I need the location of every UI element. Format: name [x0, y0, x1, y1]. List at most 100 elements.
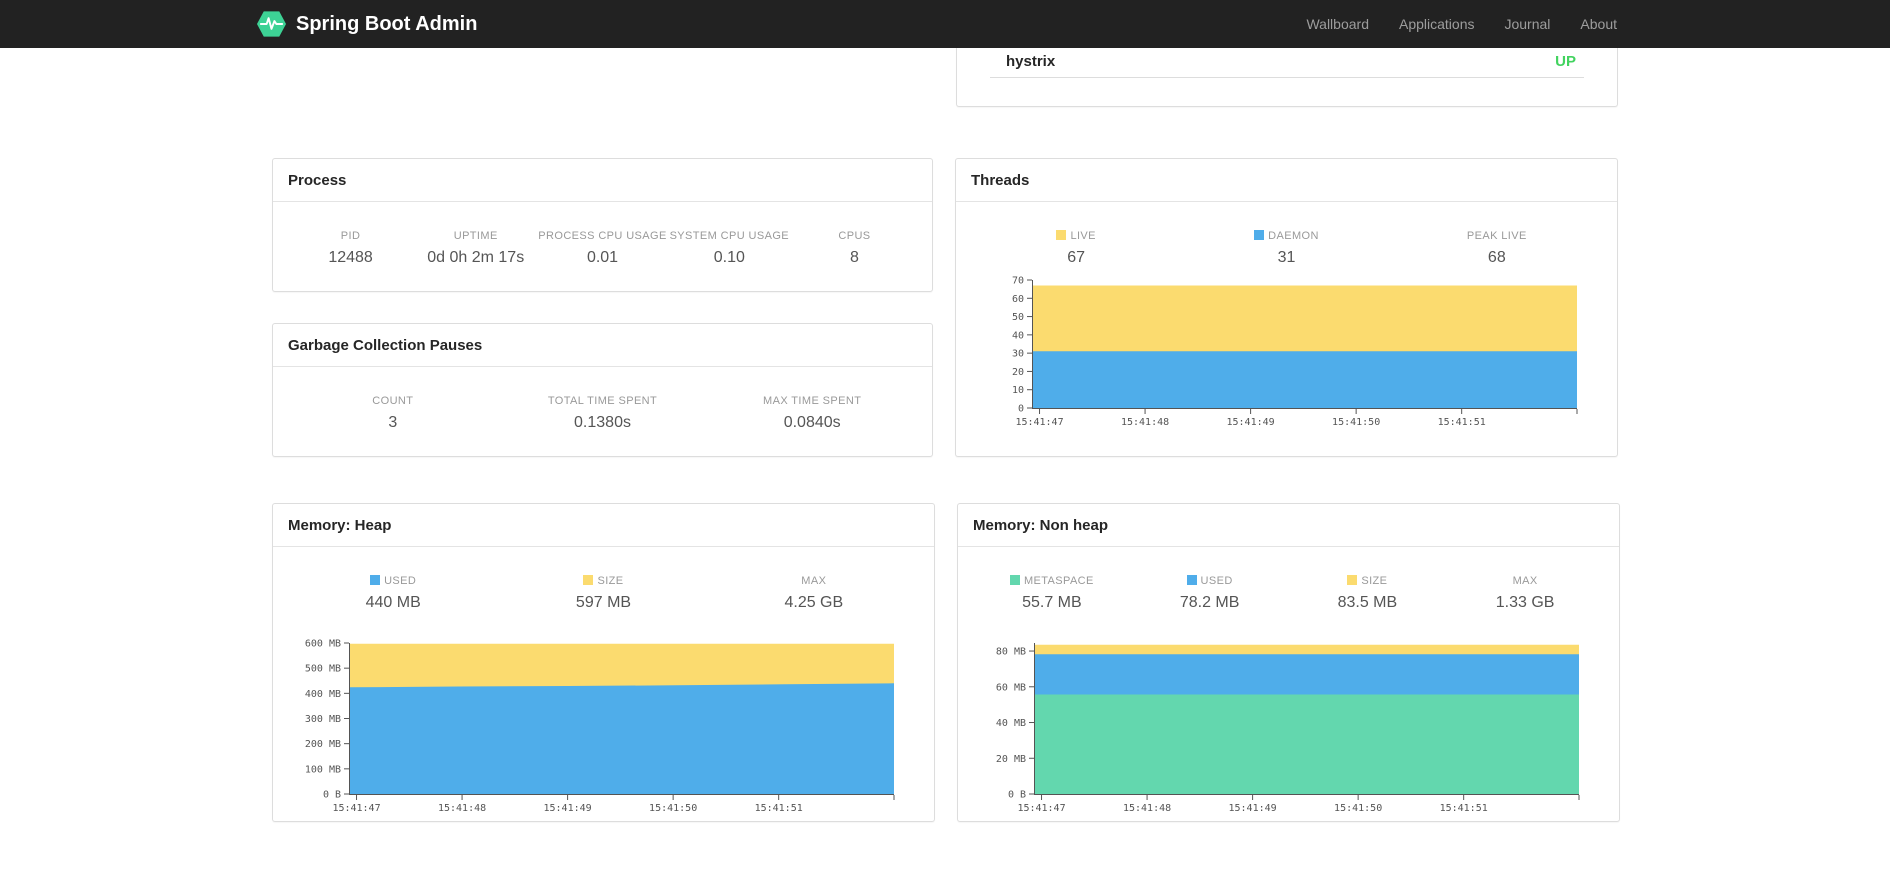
heap-panel: Memory: Heap USED 440 MB SIZE 597 MB MAX 4.25…: [272, 503, 935, 822]
panel-title-threads: Threads: [956, 159, 1617, 202]
svg-text:15:41:51: 15:41:51: [1438, 417, 1486, 428]
svg-text:200 MB: 200 MB: [305, 739, 341, 750]
svg-text:400 MB: 400 MB: [305, 689, 341, 700]
metric-count: COUNT 3: [288, 395, 498, 432]
legend-swatch-icon: [583, 575, 594, 585]
nav-item-journal[interactable]: Journal: [1504, 16, 1551, 32]
panel-title-gc: Garbage Collection Pauses: [273, 324, 932, 367]
metric-value-process-cpu-usage: 0.01: [586, 249, 619, 266]
svg-text:60: 60: [1012, 294, 1024, 305]
svg-text:0 B: 0 B: [1008, 790, 1026, 801]
svg-text:20 MB: 20 MB: [996, 754, 1026, 765]
brand-link[interactable]: Spring Boot Admin: [256, 10, 477, 38]
svg-text:80 MB: 80 MB: [996, 647, 1026, 658]
metric-used: USED 78.2 MB: [1131, 575, 1289, 612]
svg-text:30: 30: [1012, 349, 1024, 360]
metric-uptime: UPTIME 0d 0h 2m 17s: [413, 230, 538, 267]
svg-text:15:41:48: 15:41:48: [438, 803, 486, 814]
svg-text:60 MB: 60 MB: [996, 682, 1026, 693]
metric-system-cpu-usage: SYSTEM CPU USAGE 0.10: [667, 230, 792, 267]
metric-value-cpus: 8: [849, 249, 859, 266]
svg-text:70: 70: [1012, 276, 1024, 287]
metric-max: MAX 4.25 GB: [709, 575, 919, 612]
metric-label-daemon: DAEMON: [1181, 230, 1391, 242]
metric-label-used: USED: [288, 575, 498, 587]
metric-size: SIZE 83.5 MB: [1289, 575, 1447, 612]
metric-label-used: USED: [1131, 575, 1289, 587]
svg-text:40 MB: 40 MB: [996, 718, 1026, 729]
metric-peak-live: PEAK LIVE 68: [1392, 230, 1602, 267]
metric-cpus: CPUS 8: [792, 230, 917, 267]
nonheap-chart: 0 B 20 MB 40 MB 60 MB 80 MB 15:41:47 15:41:48 1…: [973, 638, 1604, 819]
service-name: hystrix: [1006, 53, 1056, 70]
svg-text:15:41:49: 15:41:49: [544, 803, 592, 814]
heap-legend: USED 440 MB SIZE 597 MB MAX 4.25 GB: [288, 575, 919, 612]
svg-text:300 MB: 300 MB: [305, 714, 341, 725]
nav-item-wallboard[interactable]: Wallboard: [1306, 16, 1369, 32]
metric-label-metaspace: METASPACE: [973, 575, 1131, 587]
threads-chart: 0 10 20 30 40 50 60 70 15:41:47 15:41:48 15:41:49 1…: [971, 275, 1602, 433]
svg-text:15:41:48: 15:41:48: [1123, 803, 1171, 814]
metric-label-peak-live: PEAK LIVE: [1466, 230, 1527, 242]
brand-title: Spring Boot Admin: [296, 12, 478, 35]
svg-text:500 MB: 500 MB: [305, 664, 341, 675]
svg-text:15:41:49: 15:41:49: [1227, 417, 1275, 428]
metric-value-max: 1.33 GB: [1495, 594, 1555, 611]
metric-label-max: MAX: [801, 575, 827, 587]
metric-value-daemon: 31: [1277, 249, 1296, 266]
metric-label-max-time-spent: MAX TIME SPENT: [763, 395, 862, 407]
metric-label-count: COUNT: [372, 395, 414, 407]
metric-label-live: LIVE: [971, 230, 1181, 242]
metric-label-max: MAX: [1512, 575, 1538, 587]
heap-chart: 0 B 100 MB 200 MB 300 MB 400 MB 500 MB 600 MB 1…: [288, 638, 919, 819]
legend-swatch-icon: [1186, 575, 1197, 585]
panel-title-heap: Memory: Heap: [273, 504, 934, 547]
svg-text:50: 50: [1012, 312, 1024, 323]
metric-label-process-cpu-usage: PROCESS CPU USAGE: [538, 230, 667, 242]
threads-legend: LIVE 67 DAEMON 31 PEAK LIVE 68: [971, 230, 1602, 267]
main-content: hystrix UP Process PID 12488 UPTIME 0d 0h 2…: [272, 48, 1620, 822]
metric-value-size: 597 MB: [575, 594, 632, 611]
metric-value-live: 67: [1067, 249, 1086, 266]
svg-text:15:41:51: 15:41:51: [1440, 803, 1488, 814]
metric-max-time-spent: MAX TIME SPENT 0.0840s: [707, 395, 917, 432]
svg-text:0 B: 0 B: [323, 790, 341, 801]
metric-label-uptime: UPTIME: [453, 230, 498, 242]
app-logo-icon: [256, 10, 287, 38]
metric-value-used: 78.2 MB: [1179, 594, 1240, 611]
health-panel-fragment: hystrix UP: [956, 48, 1618, 107]
health-row: hystrix UP: [990, 48, 1584, 78]
process-metrics: PID 12488 UPTIME 0d 0h 2m 17s PROCESS CPU US…: [288, 230, 917, 267]
metric-value-total-time-spent: 0.1380s: [574, 414, 631, 431]
metric-label-pid: PID: [340, 230, 361, 242]
metric-max: MAX 1.33 GB: [1446, 575, 1604, 612]
legend-swatch-icon: [1347, 575, 1358, 585]
svg-text:20: 20: [1012, 367, 1024, 378]
svg-text:15:41:50: 15:41:50: [1334, 803, 1382, 814]
legend-swatch-icon: [370, 575, 381, 585]
metric-value-size: 83.5 MB: [1337, 594, 1398, 611]
gc-panel: Garbage Collection Pauses COUNT 3 TOTAL TI…: [272, 323, 933, 457]
metric-label-total-time-spent: TOTAL TIME SPENT: [547, 395, 658, 407]
panel-title-process: Process: [273, 159, 932, 202]
metric-value-pid: 12488: [328, 249, 373, 266]
metric-daemon: DAEMON 31: [1181, 230, 1391, 267]
metric-value-max: 4.25 GB: [784, 594, 844, 611]
svg-text:100 MB: 100 MB: [305, 764, 341, 775]
svg-text:15:41:47: 15:41:47: [1015, 417, 1063, 428]
metric-value-peak-live: 68: [1487, 249, 1506, 266]
nav-item-applications[interactable]: Applications: [1398, 16, 1475, 32]
svg-text:15:41:49: 15:41:49: [1229, 803, 1277, 814]
metric-pid: PID 12488: [288, 230, 413, 267]
svg-text:0: 0: [1018, 404, 1024, 415]
metric-size: SIZE 597 MB: [498, 575, 708, 612]
svg-text:40: 40: [1012, 330, 1024, 341]
svg-text:10: 10: [1012, 385, 1024, 396]
metric-value-uptime: 0d 0h 2m 17s: [427, 249, 525, 266]
nav-item-about[interactable]: About: [1580, 16, 1617, 32]
metric-value-max-time-spent: 0.0840s: [783, 414, 841, 431]
metric-metaspace: METASPACE 55.7 MB: [973, 575, 1131, 612]
metric-value-system-cpu-usage: 0.10: [713, 249, 745, 266]
metric-label-size: SIZE: [498, 575, 708, 587]
process-panel: Process PID 12488 UPTIME 0d 0h 2m 17s PROCES…: [272, 158, 933, 292]
